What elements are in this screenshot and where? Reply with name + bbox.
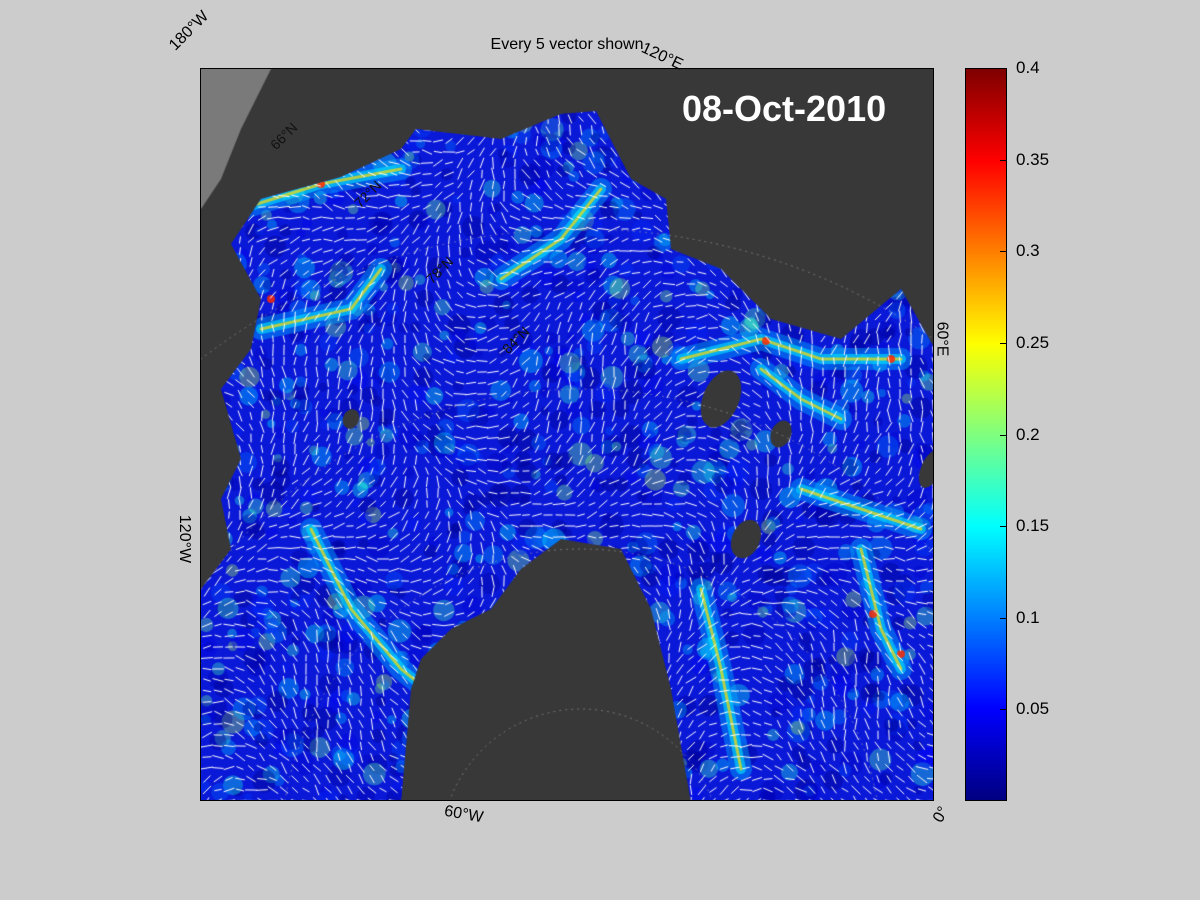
colorbar-tick [1000,68,1007,69]
colorbar-gradient [966,69,1006,800]
colorbar-tick-label: 0.3 [1016,241,1040,261]
colorbar-tick-label: 0.2 [1016,424,1040,444]
colorbar [965,68,1007,801]
ice-drift-map [201,69,933,800]
lon-label-60w: 60°W [442,802,485,827]
colorbar-tick-label: 0.05 [1016,699,1050,719]
colorbar-tick [1000,709,1007,711]
lon-label-120w: 120°W [176,514,194,564]
colorbar-tick [1000,159,1007,161]
colorbar-tick [1000,617,1007,619]
plot-title: Every 5 vector shown [490,36,644,53]
colorbar-tick [1000,526,1007,528]
date-label: 08-Oct-2010 [682,88,887,129]
colorbar-tick-label: 0.15 [1016,516,1050,536]
colorbar-tick-label: 0.1 [1016,607,1040,627]
colorbar-tick-label: 0.25 [1016,332,1050,352]
lon-label-0: 0° [930,803,953,826]
map-panel [200,68,934,801]
colorbar-tick [1000,342,1007,344]
colorbar-tick-label: 0.35 [1016,149,1050,169]
colorbar-tick [1000,434,1007,436]
colorbar-tick-label: 0.4 [1016,58,1040,77]
lon-label-60e: 60°E [933,321,951,357]
colorbar-tick [1000,251,1007,253]
